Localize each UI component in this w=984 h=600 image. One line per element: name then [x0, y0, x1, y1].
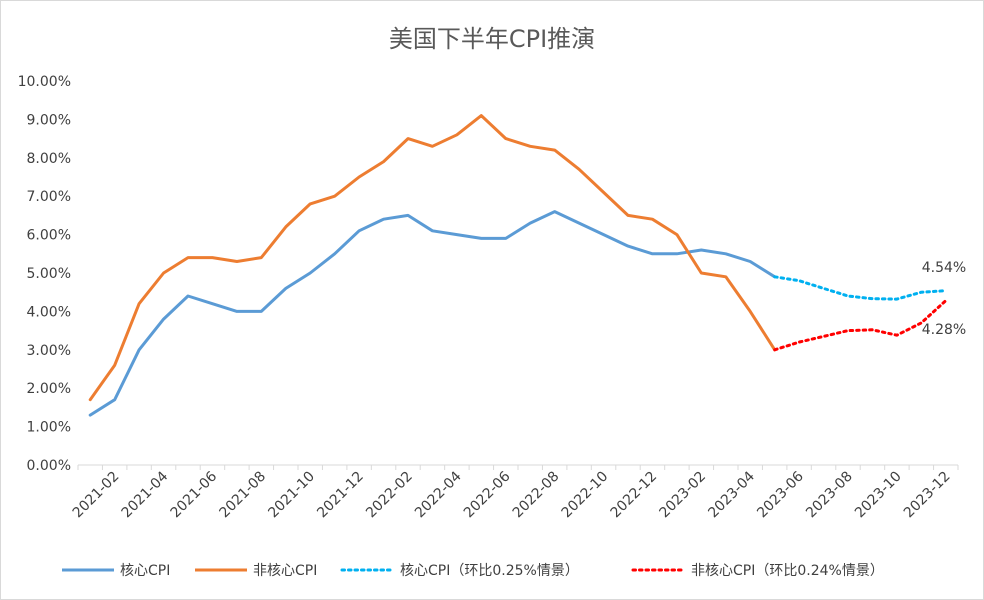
x-tick-label: 2021-04 [119, 468, 172, 521]
y-tick-label: 8.00% [27, 151, 71, 167]
y-tick-label: 6.00% [27, 228, 71, 244]
series-line-2 [773, 275, 948, 301]
x-tick-label: 2023-06 [754, 468, 807, 521]
series-layer [88, 114, 948, 417]
annotation-layer: 4.54% 4.28% [922, 260, 966, 338]
x-tick-label: 2023-10 [852, 469, 905, 522]
y-tick-label: 10.00% [18, 74, 71, 90]
legend-label-2: 核心CPI（环比0.25%情景） [400, 563, 579, 579]
y-axis-ticks: 0.00% 1.00% 2.00% 3.00% 4.00% 5.00% 6.00% 7.00%… [18, 74, 71, 474]
series-line-3 [773, 299, 948, 352]
legend-label-3: 非核心CPI（环比0.24%情景） [691, 563, 884, 579]
legend-label-1: 非核心CPI [253, 563, 317, 579]
x-tick-label: 2022-06 [461, 468, 514, 521]
annotation-noncore-cpi: 4.28% [922, 322, 966, 338]
x-tick-label: 2021-02 [70, 469, 123, 522]
y-tick-label: 4.00% [27, 304, 71, 320]
y-tick-label: 5.00% [27, 266, 71, 282]
x-tick-label: 2023-12 [901, 469, 954, 522]
x-tick-label: 2021-12 [314, 469, 367, 522]
legend-label-0: 核心CPI [120, 563, 170, 579]
y-tick-label: 1.00% [27, 420, 71, 436]
x-tick-label: 2022-02 [363, 469, 416, 522]
chart-title: 美国下半年CPI推演 [389, 25, 595, 53]
x-tick-label: 2023-04 [705, 468, 758, 521]
x-tick-label: 2021-08 [216, 469, 269, 522]
x-tick-label: 2022-04 [412, 468, 465, 521]
series-line-1 [88, 114, 777, 402]
x-tick-label: 2021-06 [168, 468, 221, 521]
x-tick-label: 2021-10 [265, 469, 318, 522]
y-tick-label: 0.00% [27, 458, 71, 474]
y-tick-label: 9.00% [27, 112, 71, 128]
series-line-0 [88, 210, 777, 417]
x-tick-label: 2022-10 [559, 469, 612, 522]
legend: 核心CPI 非核心CPI 核心CPI（环比0.25%情景） 非核心CPI（环比0.24… [62, 563, 884, 579]
x-tick-label: 2022-08 [510, 469, 563, 522]
y-tick-label: 7.00% [27, 189, 71, 205]
y-tick-label: 2.00% [27, 381, 71, 397]
y-tick-label: 3.00% [27, 343, 71, 359]
x-tick-label: 2022-12 [608, 469, 661, 522]
x-tick-label: 2023-08 [803, 469, 856, 522]
annotation-core-cpi: 4.54% [922, 260, 966, 276]
x-axis: 2021-022021-042021-062021-082021-102021-… [70, 464, 959, 522]
x-tick-label: 2023-02 [656, 469, 709, 522]
